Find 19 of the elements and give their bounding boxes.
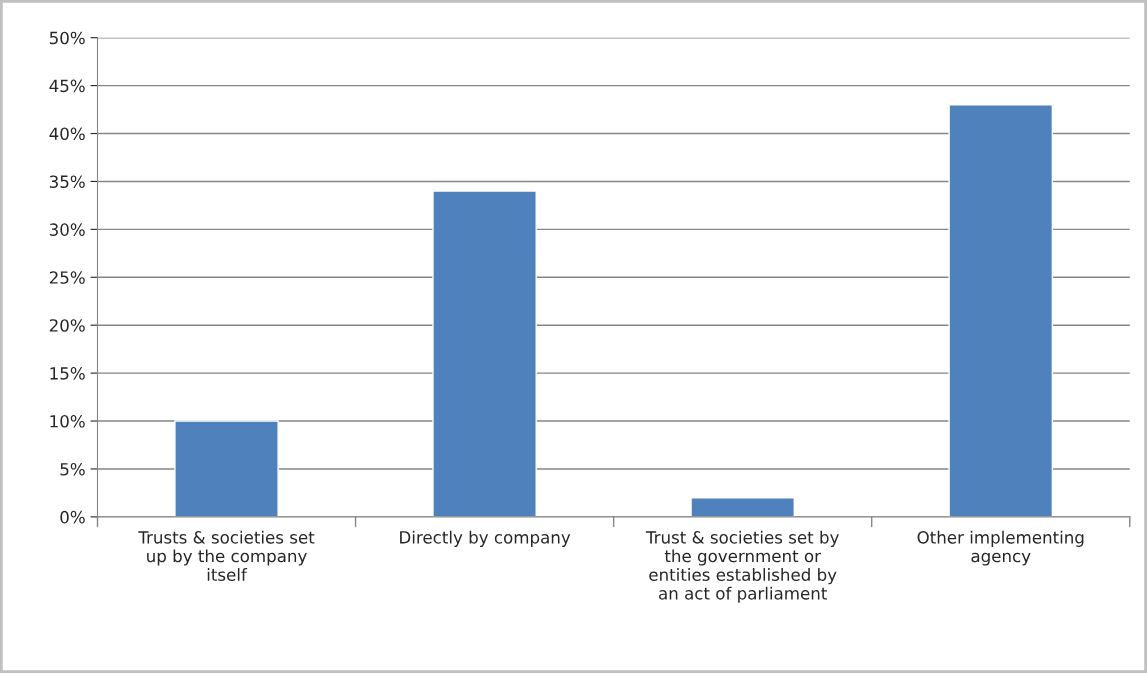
y-tick-label: 45% [49,79,85,93]
y-tick-label: 20% [49,319,85,332]
y-tick-label: 0% [60,510,85,524]
bar [432,190,537,517]
bar [690,497,795,517]
x-tick-label: Other implementing agency [917,530,1084,566]
x-tick-label: Directly by company [400,530,571,547]
y-tick-label: 50% [49,31,85,45]
y-tick-label: 25% [49,271,85,284]
y-tick-label: 15% [50,367,85,380]
x-tick-label: Trust & societies set by the government or entities established by an act of parliament [645,530,839,603]
y-tick-label: 10% [50,414,85,428]
x-tick-label: Trusts & societies set up by the company itself [138,530,315,581]
bar [948,104,1054,517]
y-tick-label: 5% [60,462,85,476]
y-tick-label: 40% [49,127,85,141]
y-tick-label: 30% [49,223,85,236]
bar [174,420,279,517]
y-tick-label: 35% [49,175,85,189]
